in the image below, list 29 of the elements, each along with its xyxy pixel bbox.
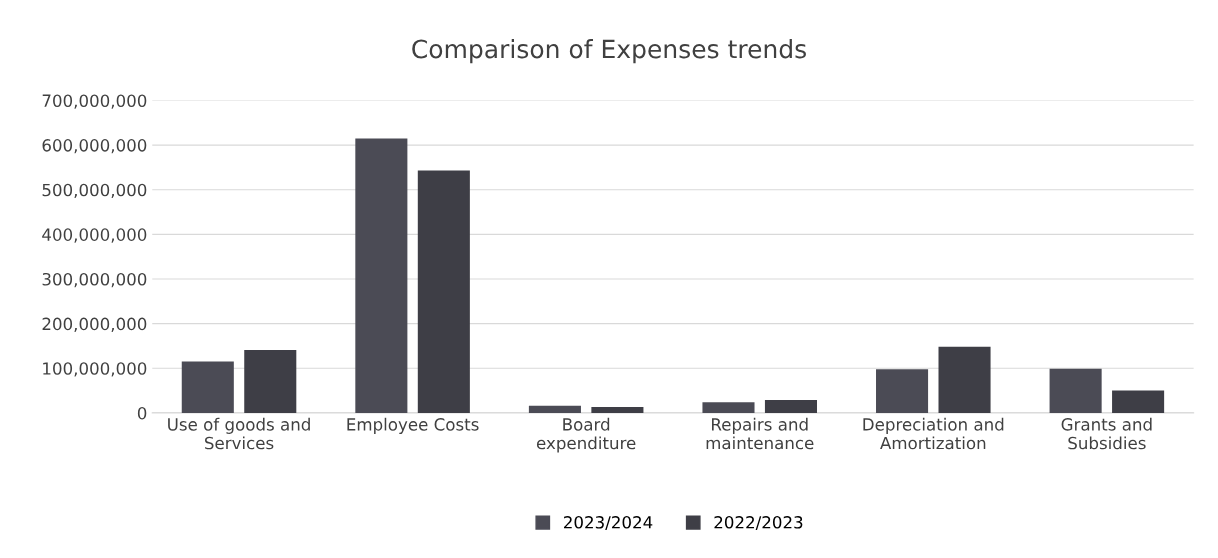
bar: [1049, 368, 1102, 413]
y-tick-label: 200,000,000: [42, 317, 147, 332]
x-tick-label: Board expenditure: [536, 417, 636, 453]
bar: [1112, 390, 1165, 413]
y-tick-label: 600,000,000: [42, 139, 147, 154]
x-tick-label: Grants and Subsidies: [1061, 417, 1152, 450]
legend-label: 2023/2024: [564, 516, 653, 530]
bar: [591, 407, 644, 413]
y-tick-label: 0: [137, 406, 147, 420]
bar: [702, 402, 755, 413]
y-tick-label: 700,000,000: [42, 94, 147, 109]
x-tick-label: Repairs and maintenance: [706, 417, 814, 450]
bar: [938, 346, 991, 413]
x-tick-label: Use of goods and Services: [168, 417, 310, 450]
bar: [417, 170, 470, 413]
bar: [876, 369, 929, 413]
bar: [244, 349, 297, 413]
x-tick-label: Depreciation and Amortization: [863, 417, 1004, 450]
bar: [181, 361, 234, 413]
y-tick-label: 400,000,000: [42, 228, 147, 243]
legend-label: 2022/2023: [714, 516, 803, 530]
x-tick-label: Employee Costs: [347, 417, 479, 434]
chart-title: Comparison of Expenses trends: [412, 39, 806, 64]
y-tick-label: 500,000,000: [42, 183, 147, 198]
bar: [528, 405, 581, 413]
y-tick-label: 300,000,000: [42, 272, 147, 288]
bar: [355, 138, 408, 413]
y-tick-label: 100,000,000: [43, 362, 147, 377]
bar: [764, 399, 817, 413]
